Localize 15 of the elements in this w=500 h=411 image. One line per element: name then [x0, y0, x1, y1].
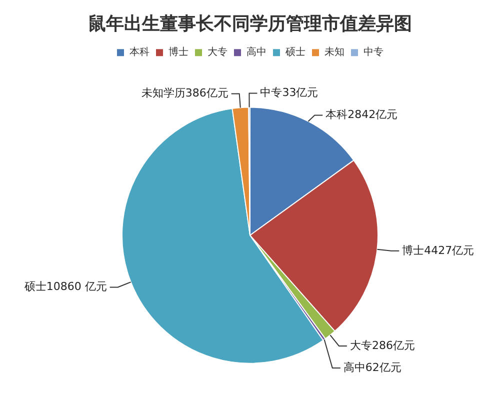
data-label: 本科2842亿元 — [326, 108, 398, 122]
legend-label: 硕士 — [284, 46, 306, 58]
data-label: 博士4427亿元 — [402, 244, 474, 257]
legend-label: 高中 — [246, 46, 266, 58]
data-label: 未知学历386亿元 — [141, 86, 228, 100]
data-label: 大专286亿元 — [350, 338, 415, 352]
chart-title: 鼠年出生董事长不同学历管理市值差异图 — [88, 13, 412, 34]
data-label: 硕士10860 亿元 — [23, 280, 107, 294]
legend-label: 未知 — [324, 46, 344, 58]
legend-label: 中专 — [364, 46, 384, 58]
legend-label: 大专 — [208, 46, 228, 58]
data-label: 中专33亿元 — [260, 86, 318, 100]
legend-label: 博士 — [168, 46, 188, 58]
data-label: 高中62亿元 — [343, 360, 402, 374]
legend-label: 本科 — [130, 46, 150, 58]
